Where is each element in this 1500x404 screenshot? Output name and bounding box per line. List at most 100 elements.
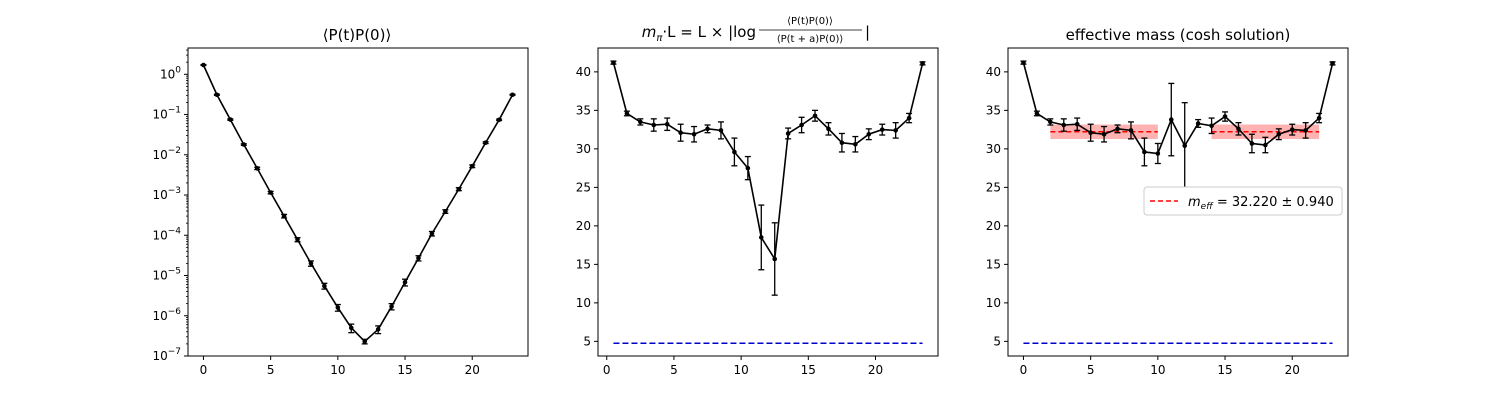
data-point bbox=[429, 231, 435, 236]
x-tick-label: 20 bbox=[868, 363, 883, 377]
x-tick-label: 5 bbox=[1087, 363, 1095, 377]
axes-frame bbox=[1007, 47, 1349, 357]
title-2-sub: π bbox=[656, 33, 663, 44]
y-tick-label: 40 bbox=[576, 65, 591, 79]
data-point bbox=[785, 131, 791, 136]
data-point bbox=[1128, 128, 1134, 133]
data-point bbox=[335, 305, 341, 310]
data-point bbox=[1316, 115, 1322, 121]
data-point bbox=[281, 213, 287, 219]
y-tick-label: 25 bbox=[986, 180, 1001, 194]
y-tick-label: 35 bbox=[576, 103, 591, 117]
x-tick-label: 5 bbox=[670, 363, 678, 377]
svg-text:meff = 32.220 ± 0.940: meff = 32.220 ± 0.940 bbox=[1188, 195, 1334, 212]
y-tick-label: 40 bbox=[986, 65, 1001, 79]
axes-frame bbox=[187, 47, 529, 357]
data-point bbox=[705, 126, 710, 132]
title-2-numerator: ⟨P(t)P(0)⟩ bbox=[787, 16, 833, 27]
data-point bbox=[718, 128, 724, 133]
y-tick-label: 5 bbox=[993, 334, 1001, 348]
data-point bbox=[1289, 127, 1295, 132]
data-point bbox=[389, 304, 394, 309]
data-point bbox=[879, 127, 885, 132]
axes-frame bbox=[597, 47, 939, 357]
data-point bbox=[772, 256, 778, 262]
data-point bbox=[1088, 130, 1093, 135]
x-tick-label: 10 bbox=[1150, 363, 1165, 377]
y-tick-label: 25 bbox=[576, 180, 591, 194]
x-tick-label: 10 bbox=[330, 363, 345, 377]
svg-text:mπ·L = L × |log: mπ·L = L × |log bbox=[642, 23, 756, 44]
x-tick-label: 5 bbox=[267, 363, 275, 377]
panel-1-title: ⟨P(t)P(0)⟩ bbox=[323, 26, 392, 44]
data-point bbox=[1209, 123, 1214, 129]
data-point bbox=[1048, 119, 1053, 125]
y-tick-label: 20 bbox=[986, 219, 1001, 233]
data-point bbox=[254, 166, 260, 171]
data-point bbox=[1222, 114, 1228, 119]
x-tick-label: 15 bbox=[1217, 363, 1232, 377]
data-point bbox=[362, 339, 368, 344]
data-point bbox=[214, 92, 220, 98]
data-point bbox=[812, 113, 818, 119]
data-point bbox=[496, 117, 502, 123]
data-point bbox=[201, 62, 206, 68]
y-tick-label: 10−7 bbox=[152, 347, 181, 363]
legend-m: m bbox=[1188, 195, 1201, 210]
panel-effective-mass: 0 5 10 15 20 5 10 15 20 25 30 35 40 bbox=[986, 47, 1349, 377]
data-point bbox=[1276, 131, 1282, 137]
data-point bbox=[826, 126, 831, 132]
y-tick-label: 10 bbox=[986, 296, 1001, 310]
x-tick-label: 15 bbox=[397, 363, 412, 377]
legend-entry-value: = 32.220 ± 0.940 bbox=[1213, 195, 1334, 210]
y-tick-label: 15 bbox=[986, 257, 1001, 271]
y-tick-label: 5 bbox=[583, 334, 591, 348]
x-tick-label: 20 bbox=[465, 363, 480, 377]
data-point bbox=[611, 60, 616, 65]
data-point bbox=[1249, 141, 1255, 146]
data-point bbox=[678, 130, 683, 135]
title-2-denominator: ⟨P(t + a)P(0)⟩ bbox=[777, 34, 844, 45]
data-point bbox=[799, 122, 804, 128]
data-point bbox=[1061, 122, 1067, 128]
data-point bbox=[920, 61, 925, 66]
x-tick-label: 0 bbox=[200, 363, 208, 377]
title-2-m: m bbox=[642, 23, 657, 41]
data-point bbox=[624, 111, 630, 116]
data-point bbox=[348, 325, 354, 331]
title-2-close: | bbox=[865, 23, 870, 41]
y-tick-label: 10−2 bbox=[152, 146, 181, 162]
y-tick-label: 10−3 bbox=[152, 186, 181, 202]
y-tick-label: 10−4 bbox=[152, 226, 181, 242]
data-point bbox=[469, 163, 475, 169]
data-point bbox=[745, 165, 751, 171]
y-tick-label: 10−6 bbox=[152, 307, 181, 323]
data-point bbox=[1236, 126, 1241, 132]
data-point bbox=[906, 115, 912, 121]
x-tick-label: 15 bbox=[801, 363, 816, 377]
x-tick-label: 20 bbox=[1285, 363, 1300, 377]
x-tick-label: 0 bbox=[1020, 363, 1028, 377]
y-tick-label: 10 bbox=[576, 296, 591, 310]
legend: meff = 32.220 ± 0.940 bbox=[1143, 186, 1343, 216]
data-point bbox=[1168, 117, 1174, 122]
panel-3-title: effective mass (cosh solution) bbox=[1066, 26, 1291, 44]
data-point bbox=[839, 140, 845, 146]
data-point bbox=[1115, 126, 1120, 132]
data-point bbox=[1101, 131, 1107, 137]
data-point bbox=[1142, 149, 1147, 155]
data-point bbox=[228, 117, 233, 122]
data-point bbox=[295, 237, 300, 242]
data-point bbox=[1021, 60, 1026, 65]
data-point bbox=[241, 142, 247, 147]
data-point bbox=[1182, 143, 1188, 149]
data-point bbox=[268, 190, 273, 195]
data-point bbox=[853, 141, 858, 147]
series-1-line bbox=[202, 64, 514, 343]
title-2-rest: ·L = L × |log bbox=[662, 23, 756, 41]
data-point bbox=[416, 255, 421, 261]
data-point bbox=[691, 131, 697, 137]
data-point bbox=[402, 279, 408, 285]
data-point bbox=[456, 186, 462, 192]
